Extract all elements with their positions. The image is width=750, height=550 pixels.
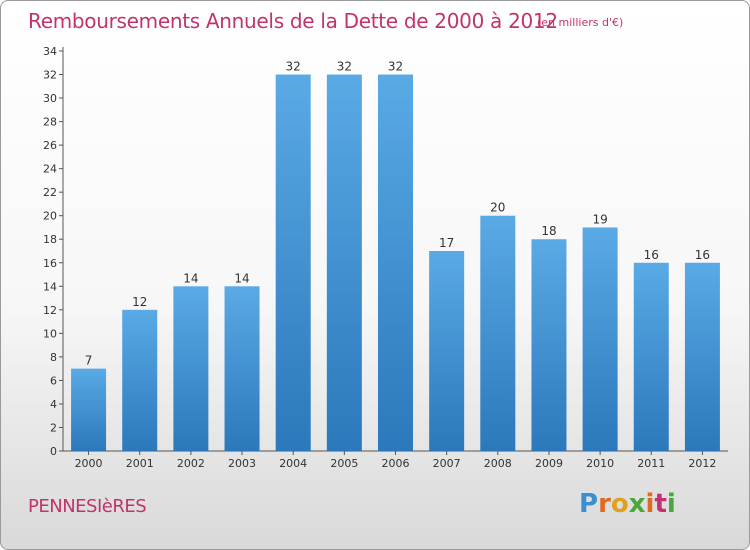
x-tick-label: 2005: [330, 457, 358, 470]
x-tick-label: 2010: [586, 457, 614, 470]
chart-unit-label: (en milliers d'€): [537, 16, 624, 29]
chart-bars: [71, 74, 720, 451]
data-label: 7: [85, 354, 93, 368]
bar: [429, 251, 465, 451]
commune-name: PENNESIèRES: [28, 496, 147, 517]
x-tick-label: 2003: [228, 457, 256, 470]
bar: [224, 286, 260, 451]
bar: [122, 309, 158, 451]
y-tick-label: 32: [43, 69, 57, 82]
y-tick-label: 34: [43, 45, 57, 58]
data-label: 14: [234, 271, 249, 285]
data-label: 32: [286, 60, 301, 74]
y-tick-label: 20: [43, 210, 57, 223]
y-tick-label: 4: [50, 398, 57, 411]
x-tick-label: 2008: [484, 457, 512, 470]
y-tick-label: 14: [43, 280, 57, 293]
x-tick-label: 2000: [75, 457, 103, 470]
x-tick-label: 2004: [279, 457, 307, 470]
chart-title: Remboursements Annuels de la Dette de 20…: [28, 9, 558, 33]
x-tick-label: 2007: [433, 457, 461, 470]
y-tick-label: 24: [43, 163, 57, 176]
x-tick-label: 2006: [382, 457, 410, 470]
data-label: 17: [439, 236, 454, 250]
data-label: 20: [490, 201, 505, 215]
y-tick-label: 6: [50, 374, 57, 387]
x-tick-label: 2002: [177, 457, 205, 470]
data-label: 18: [541, 224, 556, 238]
y-tick-label: 10: [43, 327, 57, 340]
bar: [684, 262, 720, 451]
chart-data-labels: 7 12 14 14 32 32 32 17 20 18 19 16 16: [85, 60, 710, 368]
bar: [378, 74, 413, 451]
bar: [582, 227, 618, 451]
y-tick-label: 30: [43, 92, 57, 105]
y-tick-label: 26: [43, 139, 57, 152]
bar: [275, 74, 311, 451]
y-tick-label: 2: [50, 421, 57, 434]
bar: [71, 368, 107, 451]
y-tick-label: 22: [43, 186, 57, 199]
x-tick-label: 2009: [535, 457, 563, 470]
bar: [326, 74, 362, 451]
y-tick-label: 18: [43, 233, 57, 246]
y-tick-label: 0: [50, 445, 57, 458]
x-tick-label: 2012: [688, 457, 716, 470]
y-tick-label: 12: [43, 304, 57, 317]
data-label: 16: [644, 248, 659, 262]
bar: [480, 215, 516, 451]
data-label: 19: [592, 212, 607, 226]
data-label: 12: [132, 295, 147, 309]
y-tick-label: 16: [43, 257, 57, 270]
proxiti-logo: Proxiti: [579, 489, 676, 519]
bar: [633, 262, 669, 451]
data-label: 32: [337, 60, 352, 74]
y-tick-label: 28: [43, 116, 57, 129]
x-tick-label: 2011: [637, 457, 665, 470]
bar: [531, 239, 567, 451]
data-label: 32: [388, 60, 403, 74]
data-label: 14: [183, 271, 198, 285]
data-label: 16: [695, 248, 710, 262]
x-tick-label: 2001: [126, 457, 154, 470]
bar: [173, 286, 209, 451]
y-tick-label: 8: [50, 351, 57, 364]
